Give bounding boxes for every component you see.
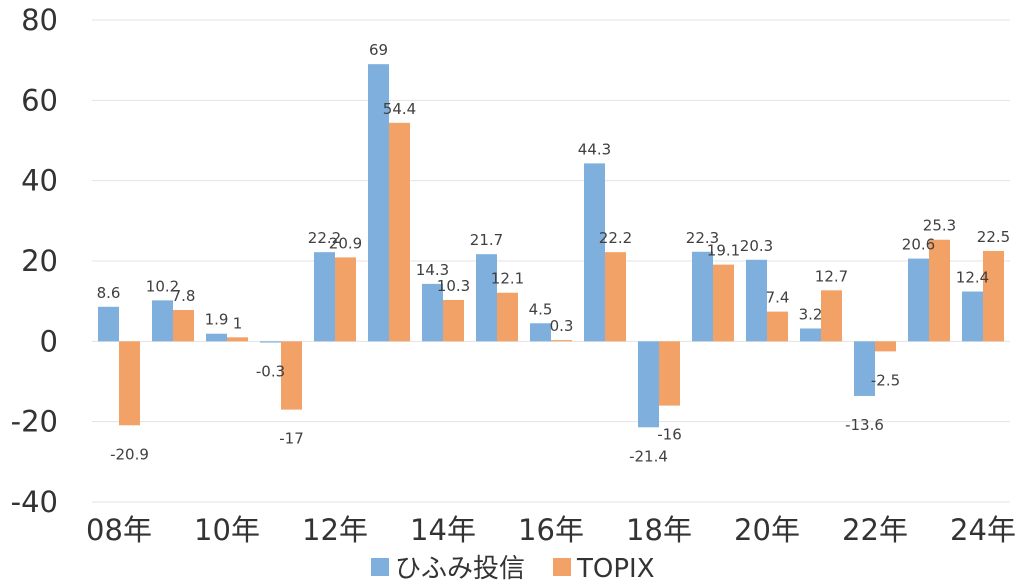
hifumi-legend-swatch — [371, 558, 389, 576]
topix-data-label: 10.3 — [437, 277, 470, 295]
hifumi-data-label: -13.6 — [845, 416, 884, 434]
hifumi-bar — [800, 328, 821, 342]
topix-data-label: 0.3 — [550, 317, 574, 335]
topix-legend-swatch — [553, 558, 571, 576]
hifumi-bar — [368, 64, 389, 342]
hifumi-data-label: -21.4 — [629, 447, 668, 465]
hifumi-data-label: 3.2 — [799, 305, 823, 323]
hifumi-data-label: 1.9 — [205, 311, 229, 329]
y-tick-label: 20 — [21, 244, 58, 278]
topix-data-label: 12.7 — [815, 267, 848, 285]
topix-bar — [875, 341, 896, 352]
topix-bar — [227, 337, 248, 342]
topix-data-label: 1 — [233, 314, 243, 332]
x-tick-label: 12年 — [302, 513, 368, 547]
hifumi-data-label: -0.3 — [256, 363, 285, 381]
topix-data-label: 7.4 — [766, 289, 790, 307]
hifumi-bar — [692, 251, 713, 342]
hifumi-data-label: 22.2 — [308, 229, 341, 247]
topix-data-label: 7.8 — [172, 287, 196, 305]
topix-data-label: 19.1 — [707, 242, 740, 260]
bars — [98, 64, 1004, 428]
topix-bar — [983, 250, 1004, 342]
hifumi-data-label: 8.6 — [97, 284, 121, 302]
topix-bar — [335, 257, 356, 342]
topix-bar — [119, 341, 140, 426]
y-tick-label: 80 — [21, 3, 58, 37]
topix-bar — [929, 239, 950, 342]
topix-bar — [173, 310, 194, 342]
y-axis-ticks: 80 60 40 20 0 -20 -40 — [11, 3, 58, 519]
topix-bar — [551, 340, 572, 342]
hifumi-bar — [260, 341, 281, 343]
topix-data-label: 22.2 — [599, 229, 632, 247]
hifumi-bar — [854, 341, 875, 396]
topix-data-label: -2.5 — [871, 371, 900, 389]
topix-data-label: 54.4 — [383, 100, 416, 118]
hifumi-data-label: 44.3 — [578, 140, 611, 158]
hifumi-bar — [584, 163, 605, 342]
hifumi-bar — [206, 333, 227, 342]
topix-bar — [281, 341, 302, 410]
topix-bar — [605, 252, 626, 342]
topix-bar — [767, 311, 788, 342]
x-tick-label: 08年 — [86, 513, 152, 547]
topix-data-label: 22.5 — [977, 228, 1010, 246]
hifumi-bar — [152, 300, 173, 342]
hifumi-bar — [962, 291, 983, 342]
hifumi-data-label: 22.3 — [686, 229, 719, 247]
hifumi-bar — [98, 306, 119, 342]
data-labels: 8.6 10.2 1.9 -0.3 22.2 69 14.3 21.7 4.5 44.3 -21.4… — [97, 41, 1011, 465]
hifumi-bar — [638, 341, 659, 428]
topix-data-label: 25.3 — [923, 217, 956, 235]
topix-bar — [497, 292, 518, 342]
y-tick-label: -40 — [11, 485, 58, 519]
topix-data-label: 20.9 — [329, 234, 362, 252]
hifumi-bar — [908, 258, 929, 342]
hifumi-data-label: 21.7 — [470, 231, 503, 249]
topix-data-label: -17 — [279, 430, 304, 448]
topix-bar — [713, 264, 734, 342]
hifumi-data-label: 69 — [369, 41, 388, 59]
topix-bar — [389, 122, 410, 342]
topix-data-label: -16 — [657, 426, 682, 444]
hifumi-bar — [314, 252, 335, 342]
topix-data-label: 12.1 — [491, 270, 524, 288]
hifumi-bar — [530, 323, 551, 342]
y-tick-label: 0 — [40, 324, 58, 358]
hifumi-data-label: 4.5 — [529, 300, 553, 318]
x-tick-label: 22年 — [842, 513, 908, 547]
y-tick-label: 60 — [21, 83, 58, 117]
y-tick-label: -20 — [11, 405, 58, 439]
topix-bar — [821, 290, 842, 342]
hifumi-data-label: 14.3 — [416, 261, 449, 279]
x-tick-label: 20年 — [734, 513, 800, 547]
x-tick-label: 14年 — [410, 513, 476, 547]
hifumi-data-label: 20.3 — [740, 237, 773, 255]
hifumi-data-label: 20.6 — [902, 236, 935, 254]
x-tick-label: 16年 — [518, 513, 584, 547]
topix-bar — [443, 299, 464, 342]
topix-data-label: -20.9 — [110, 445, 149, 463]
hifumi-legend-label: ひふみ投信 — [395, 554, 525, 584]
x-axis-ticks: 08年 10年 12年 14年 16年 18年 20年 22年 24年 — [86, 513, 1016, 547]
hifumi-data-label: 10.2 — [146, 277, 179, 295]
hifumi-data-label: 12.4 — [956, 269, 989, 287]
legend: ひふみ投信 TOPIX — [371, 554, 655, 584]
hifumi-bar — [422, 283, 443, 342]
topix-legend-label: TOPIX — [576, 554, 655, 584]
hifumi-bar — [746, 259, 767, 342]
hifumi-bar — [476, 254, 497, 342]
x-tick-label: 18年 — [626, 513, 692, 547]
topix-bar — [659, 341, 680, 406]
x-tick-label: 10年 — [194, 513, 260, 547]
x-tick-label: 24年 — [950, 513, 1016, 547]
y-tick-label: 40 — [21, 164, 58, 198]
